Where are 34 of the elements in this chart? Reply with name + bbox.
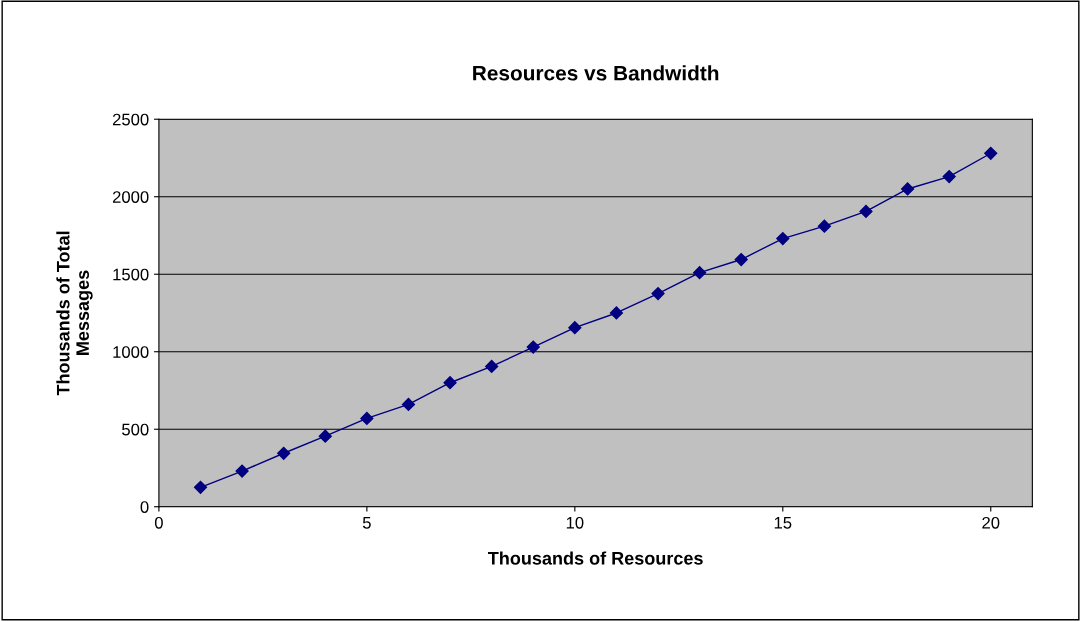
point — [526, 340, 540, 354]
point — [401, 397, 416, 412]
y-tick-label: 1000 — [113, 346, 149, 358]
x-tick-label: 15 — [774, 517, 792, 529]
point — [859, 204, 873, 219]
x-tick-label: 5 — [362, 517, 371, 529]
point — [193, 480, 208, 494]
point — [277, 446, 291, 460]
point — [900, 182, 915, 196]
y-tick-label: 2000 — [112, 191, 149, 203]
y-tick-label: 1500 — [113, 268, 149, 281]
point — [734, 252, 748, 267]
point — [609, 306, 624, 320]
point — [568, 321, 582, 335]
x-tick-label: 0 — [154, 516, 163, 529]
point — [776, 231, 790, 246]
point — [360, 411, 374, 425]
y-axis-title: Thousands of Total Messages — [56, 231, 93, 396]
y-tick-label: 0 — [140, 501, 149, 513]
point — [651, 287, 665, 301]
x-tick-label: 20 — [982, 516, 1000, 529]
point — [235, 464, 249, 478]
point — [693, 266, 707, 280]
point — [318, 429, 332, 443]
y-tick-label: 500 — [122, 423, 149, 436]
x-tick-label: 10 — [566, 516, 584, 529]
point — [443, 376, 457, 390]
point — [942, 169, 956, 184]
point — [485, 359, 499, 374]
point — [817, 219, 831, 233]
x-axis-title: Thousands of Resources — [487, 551, 703, 565]
chart-title: Resources vs Bandwidth — [473, 65, 719, 81]
point — [984, 146, 998, 160]
y-tick-label: 2500 — [112, 113, 149, 126]
